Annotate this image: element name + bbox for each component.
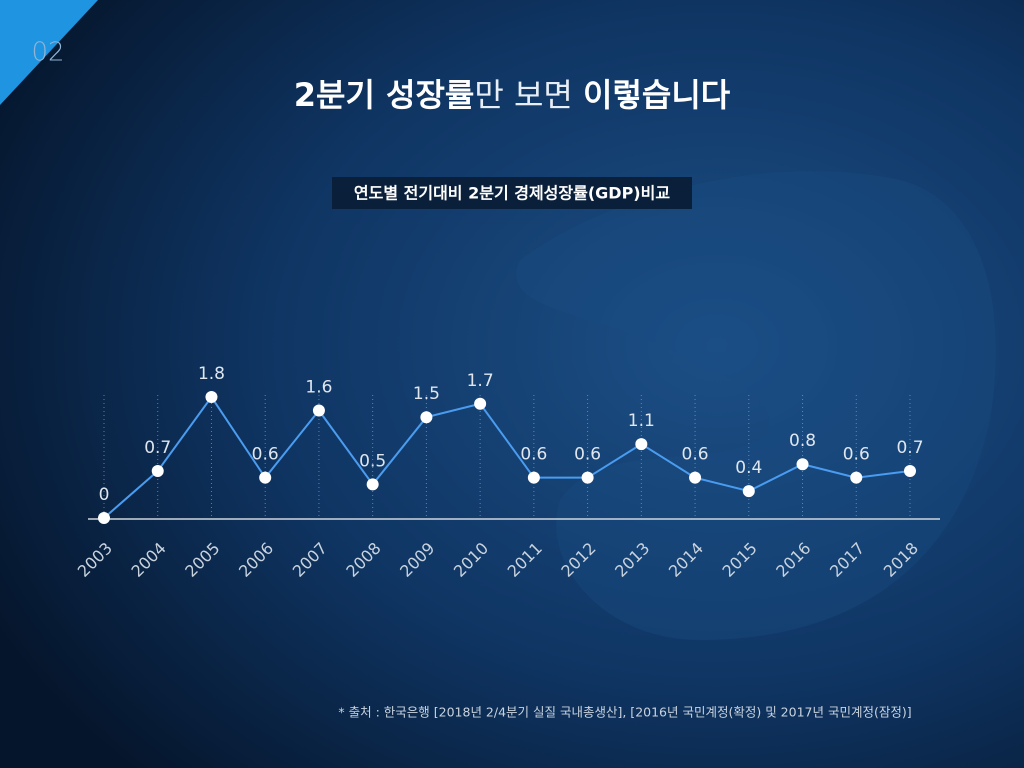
chart-title: 연도별 전기대비 2분기 경제성장률(GDP)비교 [354, 184, 670, 203]
data-point [259, 471, 272, 484]
data-point [742, 485, 755, 498]
data-point [527, 471, 540, 484]
data-point [474, 397, 487, 410]
source-note: * 출처 : 한국은행 [2018년 2/4분기 실질 국내총생산], [201… [338, 705, 911, 720]
data-point [151, 464, 164, 477]
data-point [850, 471, 863, 484]
data-label: 0.6 [520, 445, 547, 465]
data-label: 0.8 [789, 431, 816, 451]
data-point [420, 411, 433, 424]
chart-title-box [332, 177, 692, 209]
data-label: 1.8 [198, 364, 225, 384]
data-label: 1.5 [413, 384, 440, 404]
title-bold: 이렇습니다 [583, 76, 731, 114]
title-bold: 2분기 성장률 [294, 76, 475, 114]
data-label: 1.7 [467, 371, 494, 391]
data-label: 0 [99, 485, 110, 505]
data-label: 0.6 [574, 445, 601, 465]
corner-accent [0, 0, 98, 105]
data-point [98, 512, 110, 524]
data-label: 1.6 [305, 377, 332, 397]
data-label: 0.6 [682, 445, 709, 465]
data-label: 0.5 [359, 451, 386, 471]
title-light: 만 보면 [474, 76, 583, 114]
data-point [312, 404, 325, 417]
data-label: 0.7 [896, 438, 923, 458]
slide-title: 2분기 성장률만 보면 이렇습니다 [294, 76, 731, 114]
page-number: 02 [31, 38, 64, 68]
data-point [205, 391, 218, 404]
data-point [581, 471, 594, 484]
data-point [796, 458, 809, 471]
data-label: 1.1 [628, 411, 655, 431]
data-label: 0.6 [252, 445, 279, 465]
hand-shape [516, 171, 996, 640]
data-label: 0.6 [843, 445, 870, 465]
data-point [635, 438, 648, 451]
data-point [689, 471, 702, 484]
data-line [103, 395, 911, 519]
data-label: 0.7 [144, 438, 171, 458]
data-point [366, 478, 379, 491]
data-point [904, 464, 916, 477]
data-label: 0.4 [735, 458, 762, 478]
